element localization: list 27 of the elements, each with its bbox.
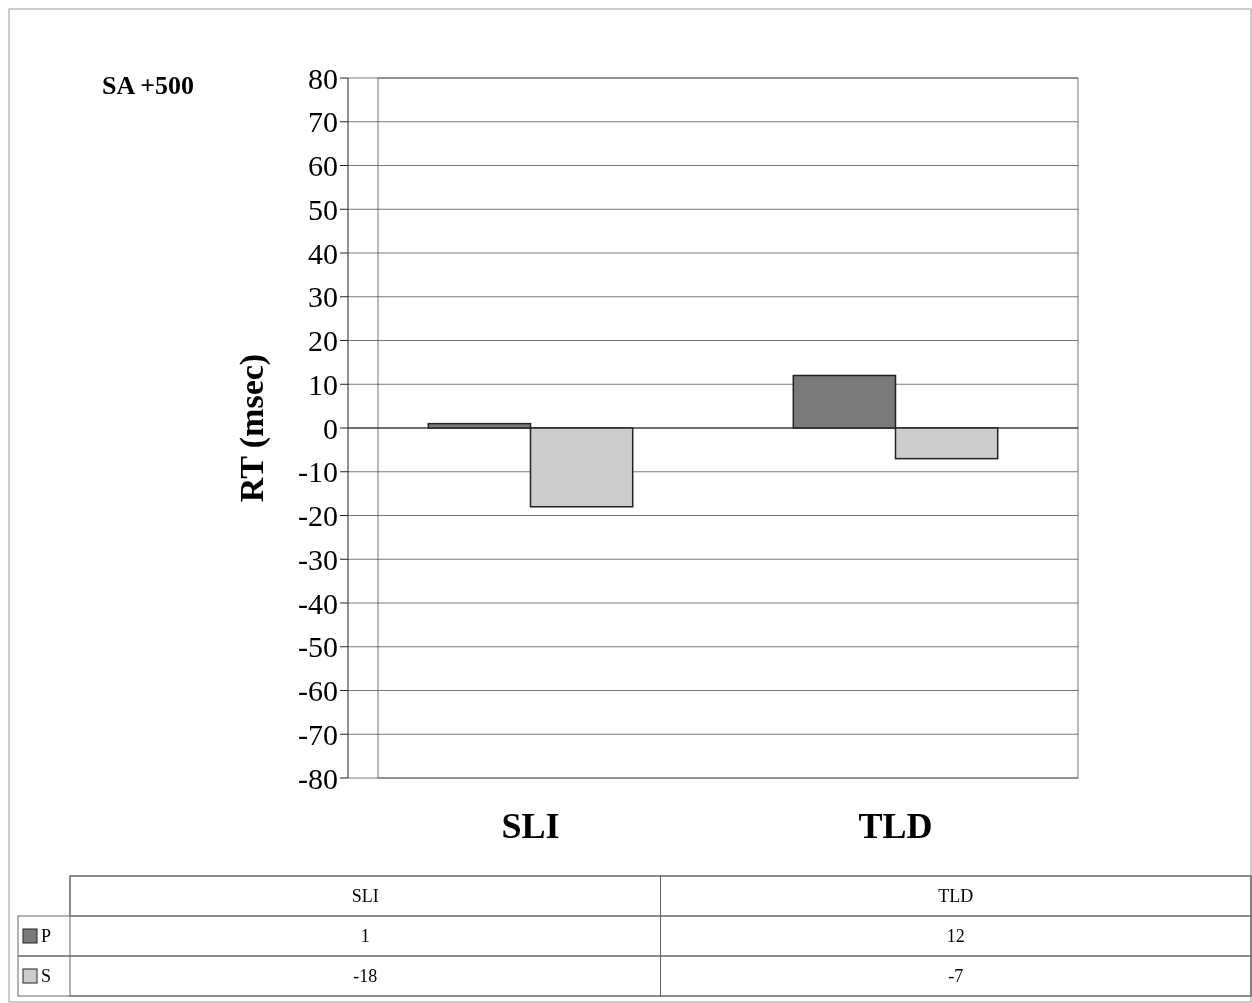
y-tick-label: 40 (308, 236, 338, 270)
data-label: -18 (353, 966, 378, 987)
y-tick-label: 0 (323, 411, 338, 445)
y-axis-title: RT (msec) (233, 353, 271, 503)
legend-label: P (41, 926, 52, 947)
y-tick-label: 20 (308, 324, 338, 357)
y-tick-label: -10 (298, 455, 338, 489)
y-tick-label: 80 (308, 61, 338, 95)
y-tick-label: -20 (298, 499, 338, 532)
legend-label: S (41, 966, 52, 987)
y-tick-label: 30 (308, 280, 338, 314)
y-tick-label: 70 (308, 105, 338, 139)
y-tick-label: -80 (298, 761, 338, 795)
data-label: -7 (948, 966, 964, 987)
chart-title: SA +500 (101, 71, 195, 100)
data-label: 1 (360, 926, 370, 947)
category-label: SLI (351, 886, 379, 907)
y-tick-label: -50 (298, 630, 338, 664)
data-label: 12 (946, 926, 965, 947)
y-tick-label: 60 (308, 149, 338, 182)
y-tick-label: 10 (308, 367, 338, 401)
category-label: TLD (938, 886, 974, 907)
y-tick-label: 50 (308, 192, 338, 226)
y-tick-label: -60 (298, 674, 338, 707)
y-tick-label: -30 (298, 542, 338, 576)
y-tick-label: -40 (298, 586, 338, 620)
y-tick-label: -70 (298, 717, 338, 751)
